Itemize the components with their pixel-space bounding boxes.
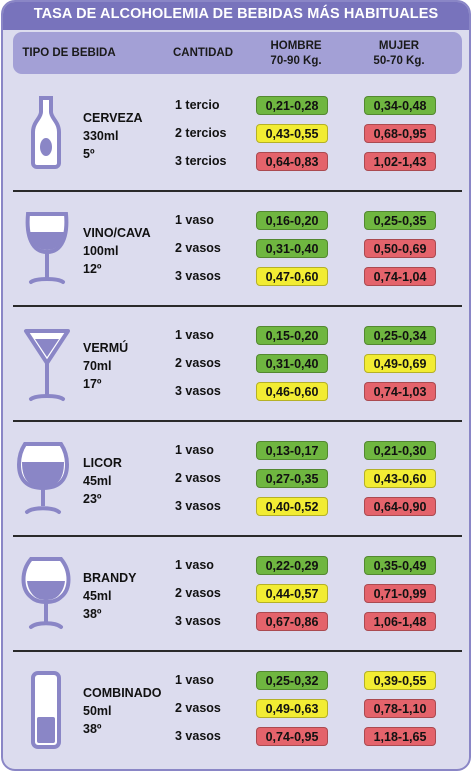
- quantity-label: 3 vasos: [175, 269, 221, 283]
- man-rate-badge: 0,74-0,95: [256, 727, 328, 746]
- man-rate-badge: 0,46-0,60: [256, 382, 328, 401]
- man-rate-badge: 0,40-0,52: [256, 497, 328, 516]
- drink-grade: 23º: [83, 492, 102, 506]
- woman-rate-badge: 0,25-0,35: [364, 211, 436, 230]
- woman-rate-badge: 1,06-1,48: [364, 612, 436, 631]
- woman-rate-badge: 0,34-0,48: [364, 96, 436, 115]
- brandy-glass-icon: [21, 555, 71, 640]
- drink-grade: 38º: [83, 722, 102, 736]
- drink-name: LICOR: [83, 456, 122, 470]
- liqueur-glass-icon: [17, 440, 69, 525]
- header-woman-weight: 50-70 Kg.: [373, 55, 425, 67]
- header-quantity: CANTIDAD: [172, 47, 234, 59]
- drink-name: BRANDY: [83, 571, 137, 585]
- quantity-label: 2 vasos: [175, 471, 221, 485]
- woman-rate-badge: 1,02-1,43: [364, 152, 436, 171]
- title-band: [3, 2, 469, 30]
- section-divider: [13, 305, 462, 307]
- quantity-label: 1 vaso: [175, 673, 214, 687]
- drink-name: COMBINADO: [83, 686, 162, 700]
- drink-volume: 100ml: [83, 244, 119, 258]
- quantity-label: 3 vasos: [175, 384, 221, 398]
- woman-rate-badge: 0,78-1,10: [364, 699, 436, 718]
- section-divider: [13, 650, 462, 652]
- woman-rate-badge: 0,21-0,30: [364, 441, 436, 460]
- section-divider: [13, 420, 462, 422]
- woman-rate-badge: 1,18-1,65: [364, 727, 436, 746]
- quantity-label: 3 tercios: [175, 154, 227, 168]
- man-rate-badge: 0,21-0,28: [256, 96, 328, 115]
- man-rate-badge: 0,67-0,86: [256, 612, 328, 631]
- man-rate-badge: 0,44-0,57: [256, 584, 328, 603]
- beer-bottle-icon: [29, 95, 63, 174]
- drink-volume: 45ml: [83, 589, 112, 603]
- section-divider: [13, 535, 462, 537]
- woman-rate-badge: 0,64-0,90: [364, 497, 436, 516]
- martini-glass-icon: [22, 327, 72, 410]
- man-rate-badge: 0,31-0,40: [256, 354, 328, 373]
- woman-rate-badge: 0,74-1,04: [364, 267, 436, 286]
- table-header: TIPO DE BEBIDA CANTIDAD HOMBRE 70-90 Kg.…: [13, 32, 462, 74]
- quantity-label: 3 vasos: [175, 729, 221, 743]
- woman-rate-badge: 0,71-0,99: [364, 584, 436, 603]
- man-rate-badge: 0,25-0,32: [256, 671, 328, 690]
- man-rate-badge: 0,16-0,20: [256, 211, 328, 230]
- woman-rate-badge: 0,25-0,34: [364, 326, 436, 345]
- man-rate-badge: 0,22-0,29: [256, 556, 328, 575]
- drink-grade: 5º: [83, 147, 95, 161]
- quantity-label: 1 vaso: [175, 443, 214, 457]
- quantity-label: 2 vasos: [175, 586, 221, 600]
- highball-glass-icon: [29, 669, 63, 756]
- header-man-weight: 70-90 Kg.: [270, 55, 322, 67]
- woman-rate-badge: 0,35-0,49: [364, 556, 436, 575]
- man-rate-badge: 0,49-0,63: [256, 699, 328, 718]
- quantity-label: 1 tercio: [175, 98, 220, 112]
- header-woman: MUJER: [378, 40, 420, 52]
- woman-rate-badge: 0,74-1,03: [364, 382, 436, 401]
- woman-rate-badge: 0,68-0,95: [364, 124, 436, 143]
- quantity-label: 1 vaso: [175, 558, 214, 572]
- drink-grade: 12º: [83, 262, 102, 276]
- drink-name: VERMÚ: [83, 341, 129, 355]
- quantity-label: 1 vaso: [175, 328, 214, 342]
- man-rate-badge: 0,15-0,20: [256, 326, 328, 345]
- quantity-label: 3 vasos: [175, 614, 221, 628]
- drink-volume: 70ml: [83, 359, 112, 373]
- woman-rate-badge: 0,50-0,69: [364, 239, 436, 258]
- man-rate-badge: 0,27-0,35: [256, 469, 328, 488]
- page-title: TASA DE ALCOHOLEMIA DE BEBIDAS MÁS HABIT…: [33, 6, 439, 22]
- woman-rate-badge: 0,49-0,69: [364, 354, 436, 373]
- man-rate-badge: 0,13-0,17: [256, 441, 328, 460]
- drink-volume: 50ml: [83, 704, 112, 718]
- drink-volume: 45ml: [83, 474, 112, 488]
- wine-glass-icon: [23, 210, 71, 293]
- drink-grade: 38º: [83, 607, 102, 621]
- man-rate-badge: 0,64-0,83: [256, 152, 328, 171]
- quantity-label: 2 vasos: [175, 241, 221, 255]
- drink-grade: 17º: [83, 377, 102, 391]
- man-rate-badge: 0,31-0,40: [256, 239, 328, 258]
- quantity-label: 2 vasos: [175, 701, 221, 715]
- quantity-label: 2 vasos: [175, 356, 221, 370]
- header-man: HOMBRE: [270, 40, 322, 52]
- man-rate-badge: 0,43-0,55: [256, 124, 328, 143]
- quantity-label: 2 tercios: [175, 126, 227, 140]
- quantity-label: 3 vasos: [175, 499, 221, 513]
- drink-name: CERVEZA: [83, 111, 143, 125]
- header-drink-type: TIPO DE BEBIDA: [22, 47, 116, 59]
- quantity-label: 1 vaso: [175, 213, 214, 227]
- drink-name: VINO/CAVA: [83, 226, 151, 240]
- woman-rate-badge: 0,43-0,60: [364, 469, 436, 488]
- woman-rate-badge: 0,39-0,55: [364, 671, 436, 690]
- section-divider: [13, 190, 462, 192]
- drink-volume: 330ml: [83, 129, 119, 143]
- man-rate-badge: 0,47-0,60: [256, 267, 328, 286]
